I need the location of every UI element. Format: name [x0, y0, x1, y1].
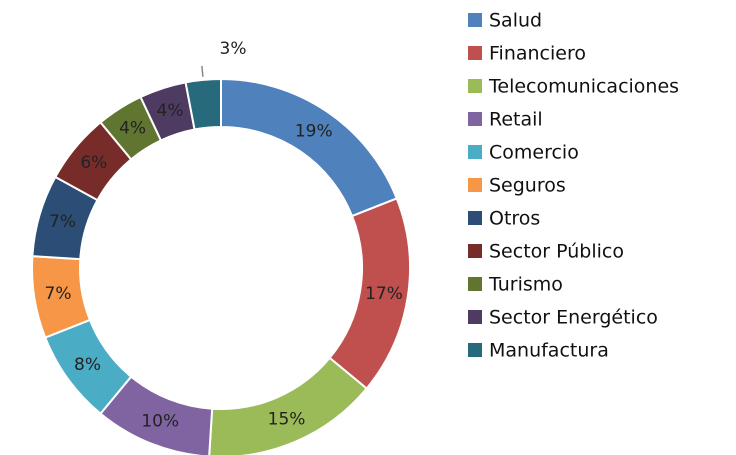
- legend-label: Sector Energético: [489, 307, 658, 329]
- donut-slice: [220, 77, 399, 218]
- value-label: 15%: [268, 409, 306, 429]
- legend-label: Turismo: [488, 274, 563, 296]
- legend-swatch: [468, 46, 482, 60]
- value-label: 6%: [80, 153, 107, 173]
- value-label: 8%: [74, 355, 101, 375]
- donut-slice: [208, 356, 369, 455]
- legend-label: Salud: [489, 10, 542, 32]
- leader-line: [201, 65, 204, 77]
- legend-swatch: [468, 178, 482, 192]
- value-label: 17%: [365, 284, 403, 304]
- legend-swatch: [468, 310, 482, 324]
- legend-swatch: [468, 79, 482, 93]
- donut-slice: [184, 77, 222, 131]
- legend-label: Comercio: [489, 142, 579, 164]
- legend-swatch: [468, 244, 482, 258]
- value-label: 4%: [119, 119, 146, 139]
- legend-label: Manufactura: [489, 340, 609, 362]
- value-label: 10%: [141, 411, 179, 431]
- legend-label: Seguros: [489, 175, 566, 197]
- legend-label: Telecomunicaciones: [488, 76, 679, 98]
- legend-swatch: [468, 343, 482, 357]
- legend-label: Sector Público: [489, 241, 624, 263]
- value-label: 7%: [49, 212, 76, 232]
- value-label: 19%: [295, 122, 333, 142]
- legend-label: Retail: [489, 109, 543, 131]
- legend-swatch: [468, 277, 482, 291]
- legend-label: Financiero: [489, 43, 586, 65]
- legend-swatch: [468, 112, 482, 126]
- value-label: 3%: [220, 39, 247, 59]
- legend-label: Otros: [489, 208, 540, 230]
- legend-swatch: [468, 13, 482, 27]
- value-label: 4%: [157, 101, 184, 121]
- value-label: 7%: [45, 284, 72, 304]
- legend-swatch: [468, 211, 482, 225]
- legend-swatch: [468, 145, 482, 159]
